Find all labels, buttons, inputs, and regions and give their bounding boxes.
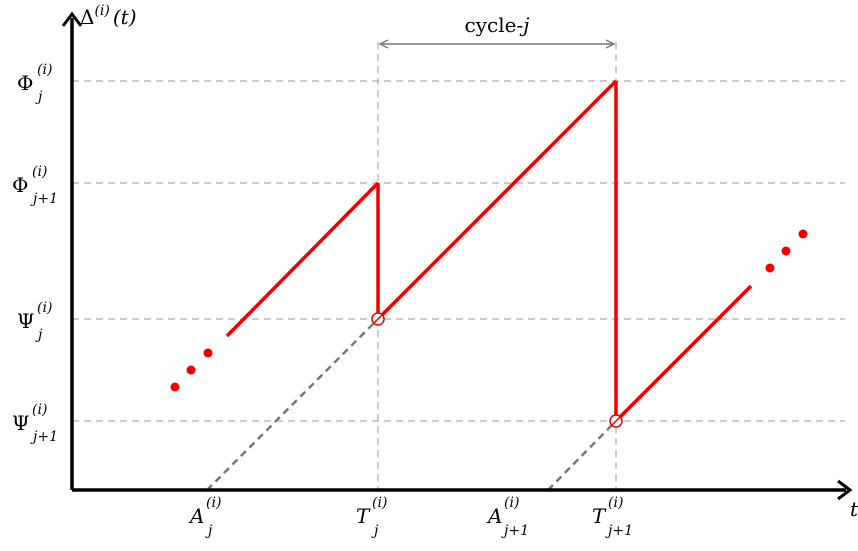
label-phi-j: Φ(i) j bbox=[17, 62, 52, 105]
vertical-guides bbox=[377, 42, 617, 490]
y-axis-arrowhead bbox=[61, 11, 83, 27]
x-mark-labels: A(i) j T(i) j A(i) j+1 T(i) j+1 bbox=[188, 495, 633, 539]
curve-segment-rise-3 bbox=[618, 284, 753, 419]
label-A-j: A(i) j bbox=[188, 495, 221, 539]
x-axis-arrowhead bbox=[837, 479, 853, 501]
continuation-dots-right bbox=[765, 229, 808, 273]
curve-segment-rise-1 bbox=[225, 181, 380, 338]
reset-point-T-j-tick bbox=[373, 314, 383, 324]
y-level-labels: Φ(i) j Φ(i) j+1 Ψ(i) j Ψ(i) j+1 bbox=[12, 62, 58, 445]
extrapolation-A-j1 bbox=[547, 420, 617, 491]
label-phi-j1: Φ(i) j+1 bbox=[12, 164, 58, 207]
label-psi-j: Ψ(i) j bbox=[17, 300, 52, 343]
label-A-j1: A(i) j+1 bbox=[486, 495, 529, 539]
label-psi-j1: Ψ(i) j+1 bbox=[12, 402, 58, 445]
label-T-j: T(i) j bbox=[356, 495, 387, 539]
cycle-label: cycle-j bbox=[465, 13, 530, 37]
label-T-j1: T(i) j+1 bbox=[592, 495, 633, 539]
continuation-dots-left bbox=[170, 348, 213, 392]
y-axis-label: Δ(i) (t) bbox=[80, 3, 137, 29]
axes bbox=[61, 11, 853, 501]
horizontal-guides bbox=[72, 80, 845, 422]
age-curve bbox=[225, 79, 753, 419]
arrival-extrapolations bbox=[206, 318, 617, 491]
extrapolation-A-j bbox=[206, 318, 379, 491]
x-axis-label: t bbox=[850, 497, 858, 521]
reset-point-T-j1-tick bbox=[611, 416, 621, 426]
curve-segment-rise-2 bbox=[380, 79, 618, 317]
